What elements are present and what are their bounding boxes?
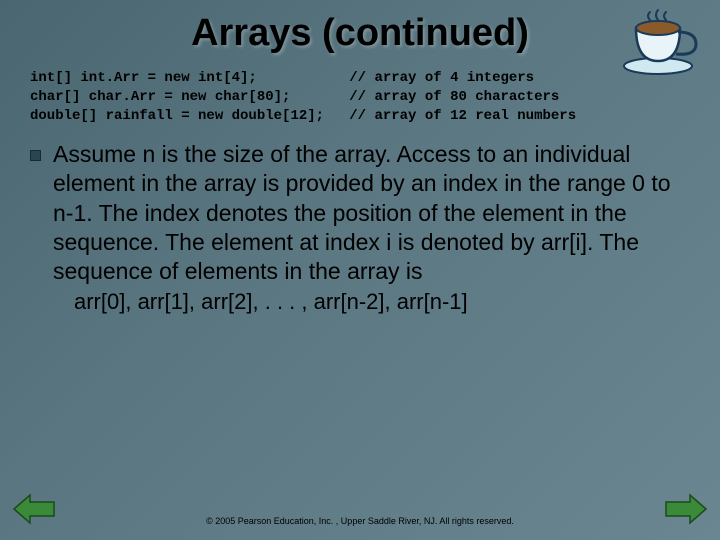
coffee-cup-icon: [620, 6, 702, 78]
body-row: Assume n is the size of the array. Acces…: [30, 140, 690, 287]
sequence-text: arr[0], arr[1], arr[2], . . . , arr[n-2]…: [74, 289, 690, 315]
slide-container: Arrays (continued) int[] int.Arr = new i…: [0, 0, 720, 540]
footer-copyright: © 2005 Pearson Education, Inc. , Upper S…: [0, 516, 720, 526]
slide-title: Arrays (continued): [30, 12, 690, 55]
bullet-icon: [30, 150, 41, 161]
nav-prev-button[interactable]: [12, 493, 56, 530]
nav-next-button[interactable]: [664, 493, 708, 530]
code-block: int[] int.Arr = new int[4]; // array of …: [30, 69, 690, 126]
body-text: Assume n is the size of the array. Acces…: [53, 140, 690, 287]
